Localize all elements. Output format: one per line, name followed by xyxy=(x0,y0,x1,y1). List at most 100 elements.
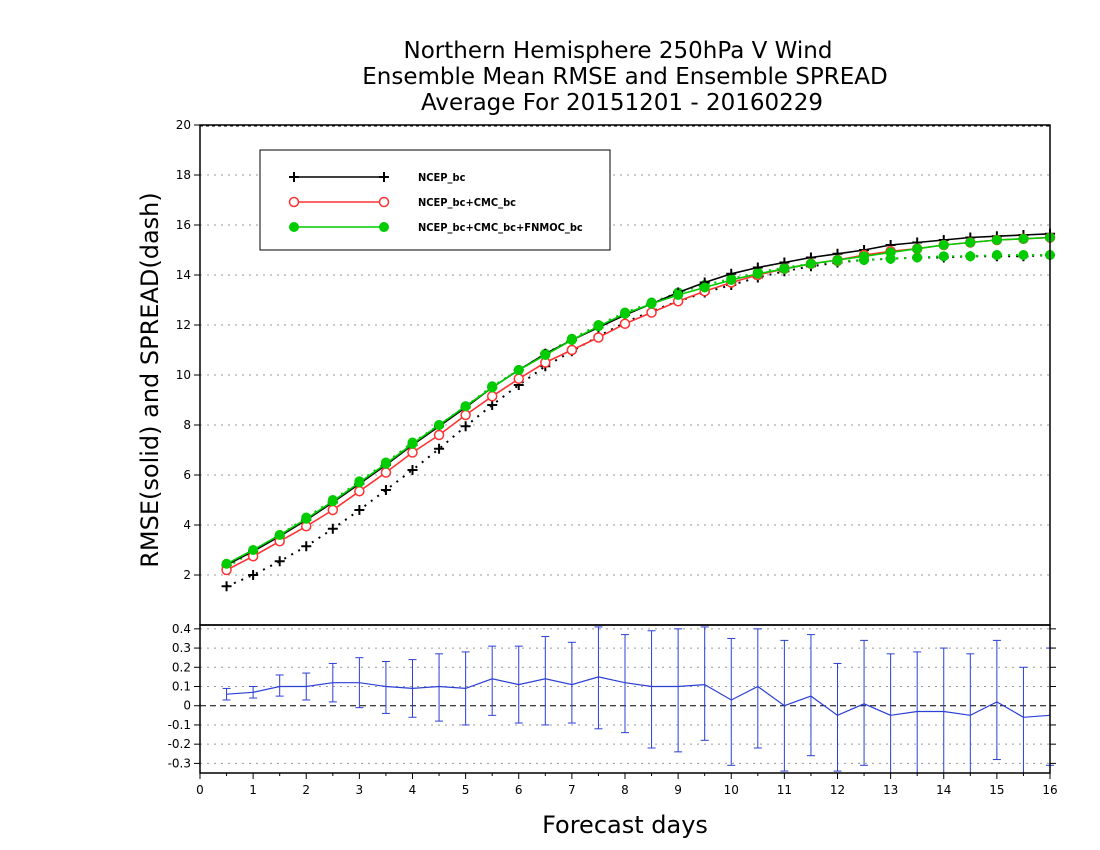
plus-marker xyxy=(434,443,445,454)
open-circle-marker xyxy=(354,486,365,497)
filled-circle-marker xyxy=(354,477,365,488)
xtick-label: 5 xyxy=(462,783,470,797)
bottom-ytick-label: 0.1 xyxy=(172,680,191,694)
open-circle-marker xyxy=(407,447,418,458)
top-ytick-label: 18 xyxy=(176,168,191,182)
xtick-label: 3 xyxy=(356,783,364,797)
bottom-ytick-label: -0.1 xyxy=(168,718,191,732)
top-ytick-label: 14 xyxy=(176,268,191,282)
difference-line xyxy=(226,676,1051,718)
filled-circle-marker xyxy=(965,237,976,248)
filled-circle-marker xyxy=(620,308,630,319)
xtick-label: 6 xyxy=(515,783,523,797)
top-panel-series xyxy=(221,228,1056,592)
filled-circle-marker xyxy=(513,365,524,375)
plus-marker xyxy=(380,485,391,495)
filled-circle-marker xyxy=(487,382,498,393)
series-markers-2 xyxy=(221,232,1055,569)
legend: NCEP_bc NCEP_bc+CMC_bc NCEP_bc+CMC_bc+FNMO… xyxy=(259,149,611,251)
filled-circle-marker xyxy=(726,275,737,285)
open-circle-marker xyxy=(380,467,392,478)
legend-entry: NCEP_bc xyxy=(289,171,466,184)
top-ytick-label: 4 xyxy=(183,518,191,532)
top-ytick-label: 2 xyxy=(183,568,191,582)
filled-circle-marker xyxy=(327,496,338,507)
open-circle-marker xyxy=(593,332,604,343)
open-circle-marker xyxy=(327,504,339,516)
top-ytick-label: 8 xyxy=(183,418,191,432)
xtick-label: 1 xyxy=(249,783,257,797)
open-circle-marker xyxy=(433,429,445,441)
legend-entry: NCEP_bc+CMC_bc xyxy=(288,196,516,209)
open-circle-marker xyxy=(486,391,498,402)
plus-marker xyxy=(301,541,312,552)
plus-marker xyxy=(289,172,299,182)
filled-circle-marker xyxy=(699,282,710,293)
series-markers-3 xyxy=(221,250,1055,592)
xtick-label: 15 xyxy=(989,783,1004,797)
xtick-label: 11 xyxy=(777,783,792,797)
filled-circle-marker xyxy=(380,458,391,469)
filled-circle-marker xyxy=(832,255,843,265)
xtick-label: 0 xyxy=(196,783,204,797)
open-circle-marker xyxy=(378,196,390,208)
filled-circle-marker xyxy=(991,250,1002,260)
open-circle-marker xyxy=(288,196,300,208)
series-markers-0 xyxy=(221,228,1055,570)
series-line-4 xyxy=(226,254,1050,569)
legend-label: NCEP_bc+CMC_bc xyxy=(418,196,516,209)
filled-circle-marker xyxy=(460,401,471,412)
filled-circle-marker xyxy=(593,321,604,332)
bottom-ytick-label: 0.3 xyxy=(172,641,191,655)
xtick-label: 9 xyxy=(674,783,682,797)
xtick-label: 12 xyxy=(830,783,845,797)
xtick-label: 13 xyxy=(883,783,898,797)
filled-circle-marker xyxy=(991,235,1002,245)
top-ytick-label: 12 xyxy=(176,318,191,332)
filled-circle-marker xyxy=(646,298,657,309)
filled-circle-marker xyxy=(805,258,816,269)
plus-marker xyxy=(248,570,259,580)
top-ytick-label: 16 xyxy=(176,218,191,232)
open-circle-marker xyxy=(566,344,578,356)
filled-circle-marker xyxy=(407,438,418,449)
xtick-label: 4 xyxy=(409,783,417,797)
filled-circle-marker xyxy=(965,251,976,262)
xtick-label: 2 xyxy=(302,783,310,797)
plus-marker xyxy=(460,421,471,432)
xtick-label: 14 xyxy=(936,783,951,797)
legend-label: NCEP_bc xyxy=(418,171,466,184)
title-line-1: Northern Hemisphere 250hPa V Wind xyxy=(404,38,833,64)
series-line-0 xyxy=(226,233,1051,566)
filled-circle-marker xyxy=(912,243,923,254)
series-markers-4 xyxy=(221,250,1055,573)
filled-circle-marker xyxy=(885,247,896,258)
y-axis-title: RMSE(solid) and SPREAD(dash) xyxy=(136,192,164,568)
filled-circle-marker xyxy=(289,222,299,232)
plus-marker xyxy=(487,400,498,410)
x-axis-title: Forecast days xyxy=(542,811,708,839)
plus-marker xyxy=(354,505,365,515)
xtick-label: 10 xyxy=(724,783,739,797)
bottom-panel-series xyxy=(222,626,1054,774)
filled-circle-marker xyxy=(752,268,763,279)
filled-circle-marker xyxy=(248,545,259,555)
top-ytick-label: 10 xyxy=(176,368,191,382)
plus-marker xyxy=(327,523,338,534)
filled-circle-marker xyxy=(912,252,923,263)
title-line-3: Average For 20151201 - 20160229 xyxy=(421,90,823,116)
filled-circle-marker xyxy=(274,530,285,540)
bottom-ytick-label: 0 xyxy=(183,699,191,713)
open-circle-marker xyxy=(646,307,657,318)
top-ytick-label: 20 xyxy=(176,118,191,132)
axis-ticks: 24681012141618200.40.30.20.10-0.1-0.2-0.… xyxy=(168,118,1058,797)
chart-title: Northern Hemisphere 250hPa V Wind Ensemb… xyxy=(362,38,887,116)
filled-circle-marker xyxy=(1018,233,1029,244)
series-line-2 xyxy=(226,236,1051,565)
filled-circle-marker xyxy=(301,513,312,524)
top-ytick-label: 6 xyxy=(183,468,191,482)
filled-circle-marker xyxy=(434,420,445,430)
plus-marker xyxy=(221,581,232,592)
series-line-3 xyxy=(226,254,1051,588)
